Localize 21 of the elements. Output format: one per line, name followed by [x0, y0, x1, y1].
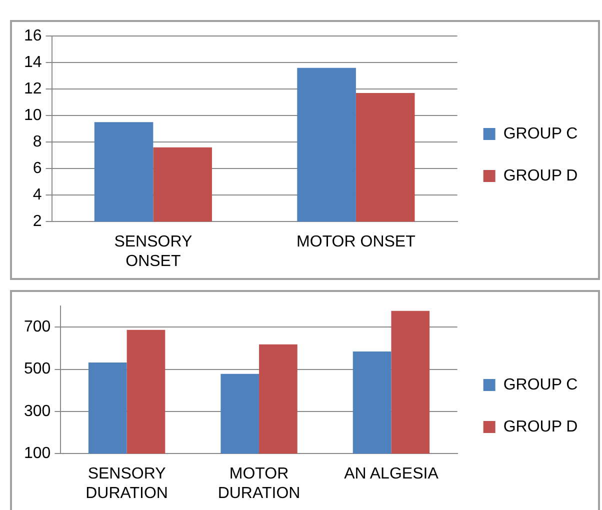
legend-label: GROUP D	[503, 167, 578, 184]
y-tick-label: 300	[24, 402, 51, 420]
y-tick-label: 500	[24, 360, 51, 378]
x-tick-label: SENSORY ONSET	[114, 234, 192, 270]
y-tick-label: 4	[32, 186, 42, 204]
y-tick-label: 6	[32, 160, 42, 177]
x-tick-label: AN ALGESIA	[344, 466, 439, 483]
x-tick-label: MOTOR DURATION	[218, 466, 300, 502]
y-tick-label: 12	[24, 80, 42, 98]
legend-label: GROUP C	[503, 376, 578, 394]
legend-label: GROUP D	[503, 418, 578, 436]
x-tick-label: MOTOR ONSET	[296, 234, 416, 251]
y-tick-label: 16	[24, 27, 42, 44]
y-tick-label: 10	[24, 106, 42, 124]
y-tick-label: 14	[24, 54, 42, 71]
legend-label: GROUP C	[503, 125, 578, 142]
y-tick-label: 100	[24, 445, 51, 462]
x-tick-label: SENSORY DURATION	[86, 466, 168, 502]
y-tick-label: 8	[32, 133, 42, 150]
y-tick-label: 2	[32, 213, 42, 230]
y-tick-label: 700	[24, 318, 51, 336]
